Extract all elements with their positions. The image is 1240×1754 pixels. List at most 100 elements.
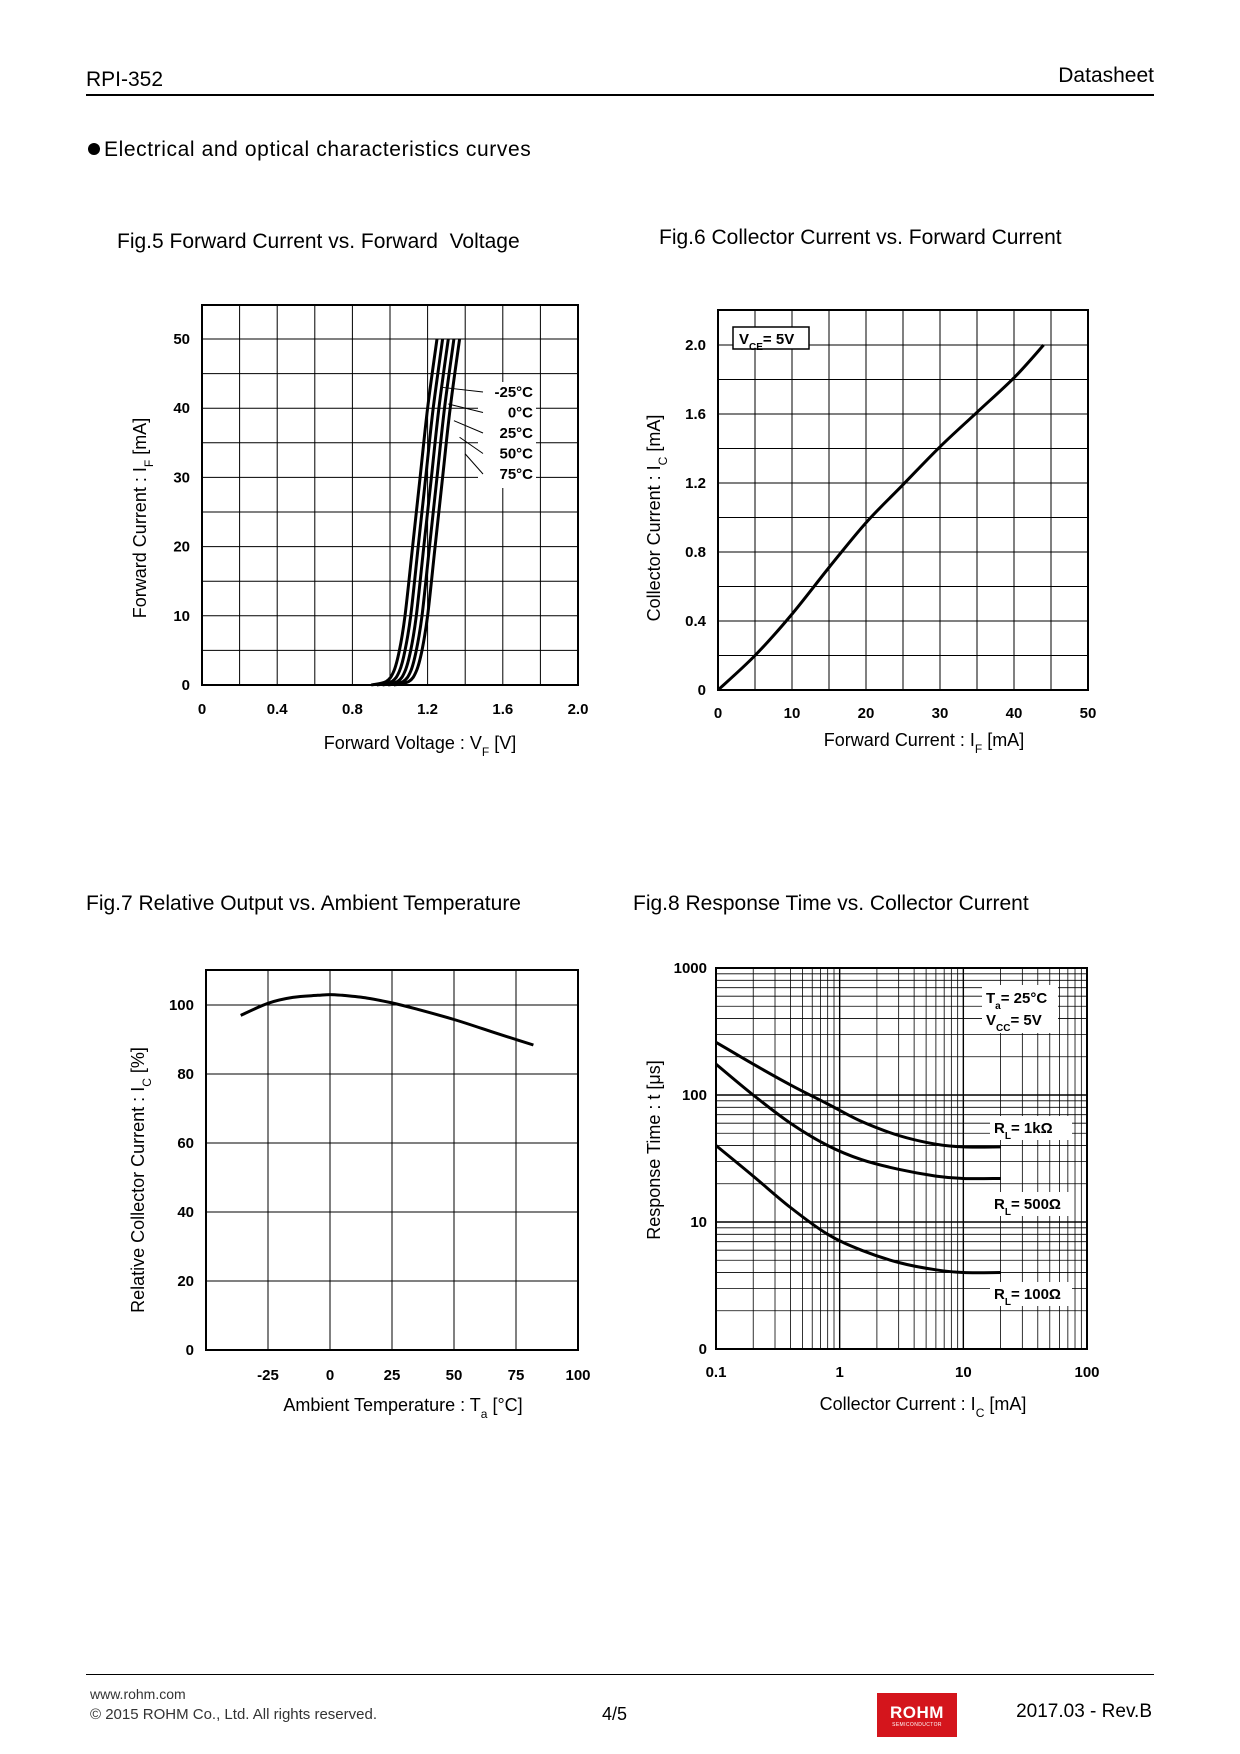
fig7-xtick-label: 75 xyxy=(508,1367,525,1384)
fig6-ylabel: Collector Current : IC [mA] xyxy=(644,415,670,622)
fig5-xtick-label: 2.0 xyxy=(568,701,589,718)
fig7-xtick-label: 100 xyxy=(565,1367,590,1384)
fig5-series-line xyxy=(393,338,462,687)
fig5-annotation: 0°C xyxy=(508,405,533,422)
fig6-ytick-label: 0 xyxy=(698,682,706,699)
fig5-ytick-label: 40 xyxy=(173,400,190,417)
fig5-xtick-label: 1.2 xyxy=(417,701,438,718)
fig6-ytick-label: 0.4 xyxy=(685,613,707,630)
fig8-series-label: RL= 500Ω xyxy=(994,1196,1061,1218)
fig5-annotation: 75°C xyxy=(499,466,533,483)
fig7-chart: -25 0 25 50 75 100 0 20 40 60 80 100 Ambient Tempera… xyxy=(128,969,591,1421)
fig5-ytick-label: 20 xyxy=(173,539,190,556)
fig8-series-label: RL= 1kΩ xyxy=(994,1120,1053,1142)
fig6-xtick-label: 10 xyxy=(784,705,801,722)
fig8-series-line xyxy=(715,1144,1001,1275)
fig8-condition-box xyxy=(982,985,1058,1033)
fig5-leader-line xyxy=(459,436,484,454)
fig7-ytick-label: 40 xyxy=(177,1204,194,1221)
fig7-ytick-label: 0 xyxy=(186,1342,194,1359)
fig5-leader-line xyxy=(448,403,484,413)
fig5-xtick-label: 0.4 xyxy=(267,701,289,718)
logo-text: ROHM xyxy=(890,1703,944,1722)
fig8-ytick-label: 100 xyxy=(682,1087,707,1104)
fig7-xtick-label: 50 xyxy=(446,1367,463,1384)
fig8-xlabel: Collector Current : IC [mA] xyxy=(820,1394,1027,1420)
fig8-series-label: RL= 100Ω xyxy=(994,1286,1061,1308)
doc-type: Datasheet xyxy=(1058,64,1154,87)
fig8-series-line xyxy=(715,1062,1001,1181)
fig6-xtick-label: 40 xyxy=(1006,705,1023,722)
fig6-ytick-label: 0.8 xyxy=(685,544,706,561)
fig8-title: Fig.8 Response Time vs. Collector Curren… xyxy=(633,892,1029,915)
fig5-legend-bg xyxy=(478,382,536,488)
fig6-xtick-label: 50 xyxy=(1080,705,1097,722)
fig5-ytick-label: 0 xyxy=(182,677,190,694)
revision: 2017.03 - Rev.B xyxy=(1016,1701,1152,1722)
fig5-annotation: 25°C xyxy=(499,425,533,442)
fig6-xlabel: Forward Current : IF [mA] xyxy=(824,730,1024,756)
fig6-title: Fig.6 Collector Current vs. Forward Curr… xyxy=(659,226,1062,249)
fig7-xtick-label: 0 xyxy=(326,1367,334,1384)
fig5-xtick-label: 0 xyxy=(198,701,206,718)
fig5-xtick-label: 1.6 xyxy=(492,701,513,718)
fig8-condition: VCC= 5V xyxy=(986,1012,1042,1034)
fig8-series-line xyxy=(715,1041,1001,1149)
fig5-ytick-label: 30 xyxy=(173,469,190,486)
fig5-leader-line xyxy=(442,386,484,393)
fig5-leader-line xyxy=(453,420,484,434)
header-rule xyxy=(86,94,1154,96)
fig7-ylabel: Relative Collector Current : IC [%] xyxy=(128,1047,154,1313)
fig8-frame xyxy=(715,967,1088,1350)
page-number: 4/5 xyxy=(602,1704,628,1724)
fig6-frame xyxy=(717,309,1089,691)
fig6-ytick-label: 2.0 xyxy=(685,337,706,354)
fig5-series-line xyxy=(382,338,450,687)
fig5-series-line xyxy=(387,338,456,687)
fig6-series-line xyxy=(716,344,1045,692)
fig8-xtick-label: 1 xyxy=(835,1364,843,1381)
fig8-condition: Ta= 25°C xyxy=(986,990,1047,1012)
fig8-ytick-label: 0 xyxy=(699,1341,707,1358)
fig8-series-label-bg xyxy=(990,1282,1072,1306)
fig5-annotation: -25°C xyxy=(494,384,533,401)
fig6-condition-box xyxy=(732,326,810,350)
fig5-chart: 0 0.4 0.8 1.2 1.6 2.0 0 10 20 30 40 50 -25°C 0°C 25°C 5… xyxy=(130,304,589,759)
section-heading: Electrical and optical characteristics c… xyxy=(88,138,531,162)
fig5-ylabel: Forward Current : IF [mA] xyxy=(130,418,156,618)
fig6-condition: VCE= 5V xyxy=(739,331,794,353)
fig6-xtick-label: 20 xyxy=(858,705,875,722)
rohm-logo: ROHM SEMICONDUCTOR xyxy=(877,1693,957,1737)
fig6-chart: 0 10 20 30 40 50 0 0.4 0.8 1.2 1.6 2.0 VCE= 5V Forwar… xyxy=(644,309,1097,756)
fig7-title: Fig.7 Relative Output vs. Ambient Temper… xyxy=(86,892,521,915)
logo-subtext: SEMICONDUCTOR xyxy=(892,1722,942,1728)
fig5-series-line xyxy=(376,338,445,687)
bullet-icon xyxy=(88,143,100,155)
footer-url[interactable]: www.rohm.com xyxy=(90,1686,186,1702)
fig5-annotation: 50°C xyxy=(499,446,533,463)
fig7-ytick-label: 80 xyxy=(177,1066,194,1083)
fig7-frame xyxy=(205,969,579,1351)
fig8-xtick-label: 100 xyxy=(1074,1364,1099,1381)
fig7-ytick-label: 100 xyxy=(169,997,194,1014)
fig6-ytick-label: 1.6 xyxy=(685,406,706,423)
fig8-xtick-label: 0.1 xyxy=(706,1364,727,1381)
fig7-ytick-label: 60 xyxy=(177,1135,194,1152)
fig8-ytick-label: 10 xyxy=(690,1214,707,1231)
section-title: Electrical and optical characteristics c… xyxy=(104,138,532,161)
fig7-xlabel: Ambient Temperature : Ta [°C] xyxy=(283,1395,522,1421)
fig8-series-label-bg xyxy=(990,1192,1072,1216)
fig6-xtick-label: 30 xyxy=(932,705,949,722)
fig8-ylabel: Response Time : t [μs] xyxy=(644,1060,664,1239)
fig5-ytick-label: 10 xyxy=(173,608,190,625)
footer-rule xyxy=(86,1674,1154,1675)
fig8-xtick-label: 10 xyxy=(955,1364,972,1381)
fig7-xtick-label: 25 xyxy=(384,1367,401,1384)
fig5-ytick-label: 50 xyxy=(173,331,190,348)
fig6-xtick-label: 0 xyxy=(714,705,722,722)
fig8-ytick-label: 1000 xyxy=(674,960,707,977)
fig5-leader-line xyxy=(464,453,484,475)
fig6-ytick-label: 1.2 xyxy=(685,475,706,492)
